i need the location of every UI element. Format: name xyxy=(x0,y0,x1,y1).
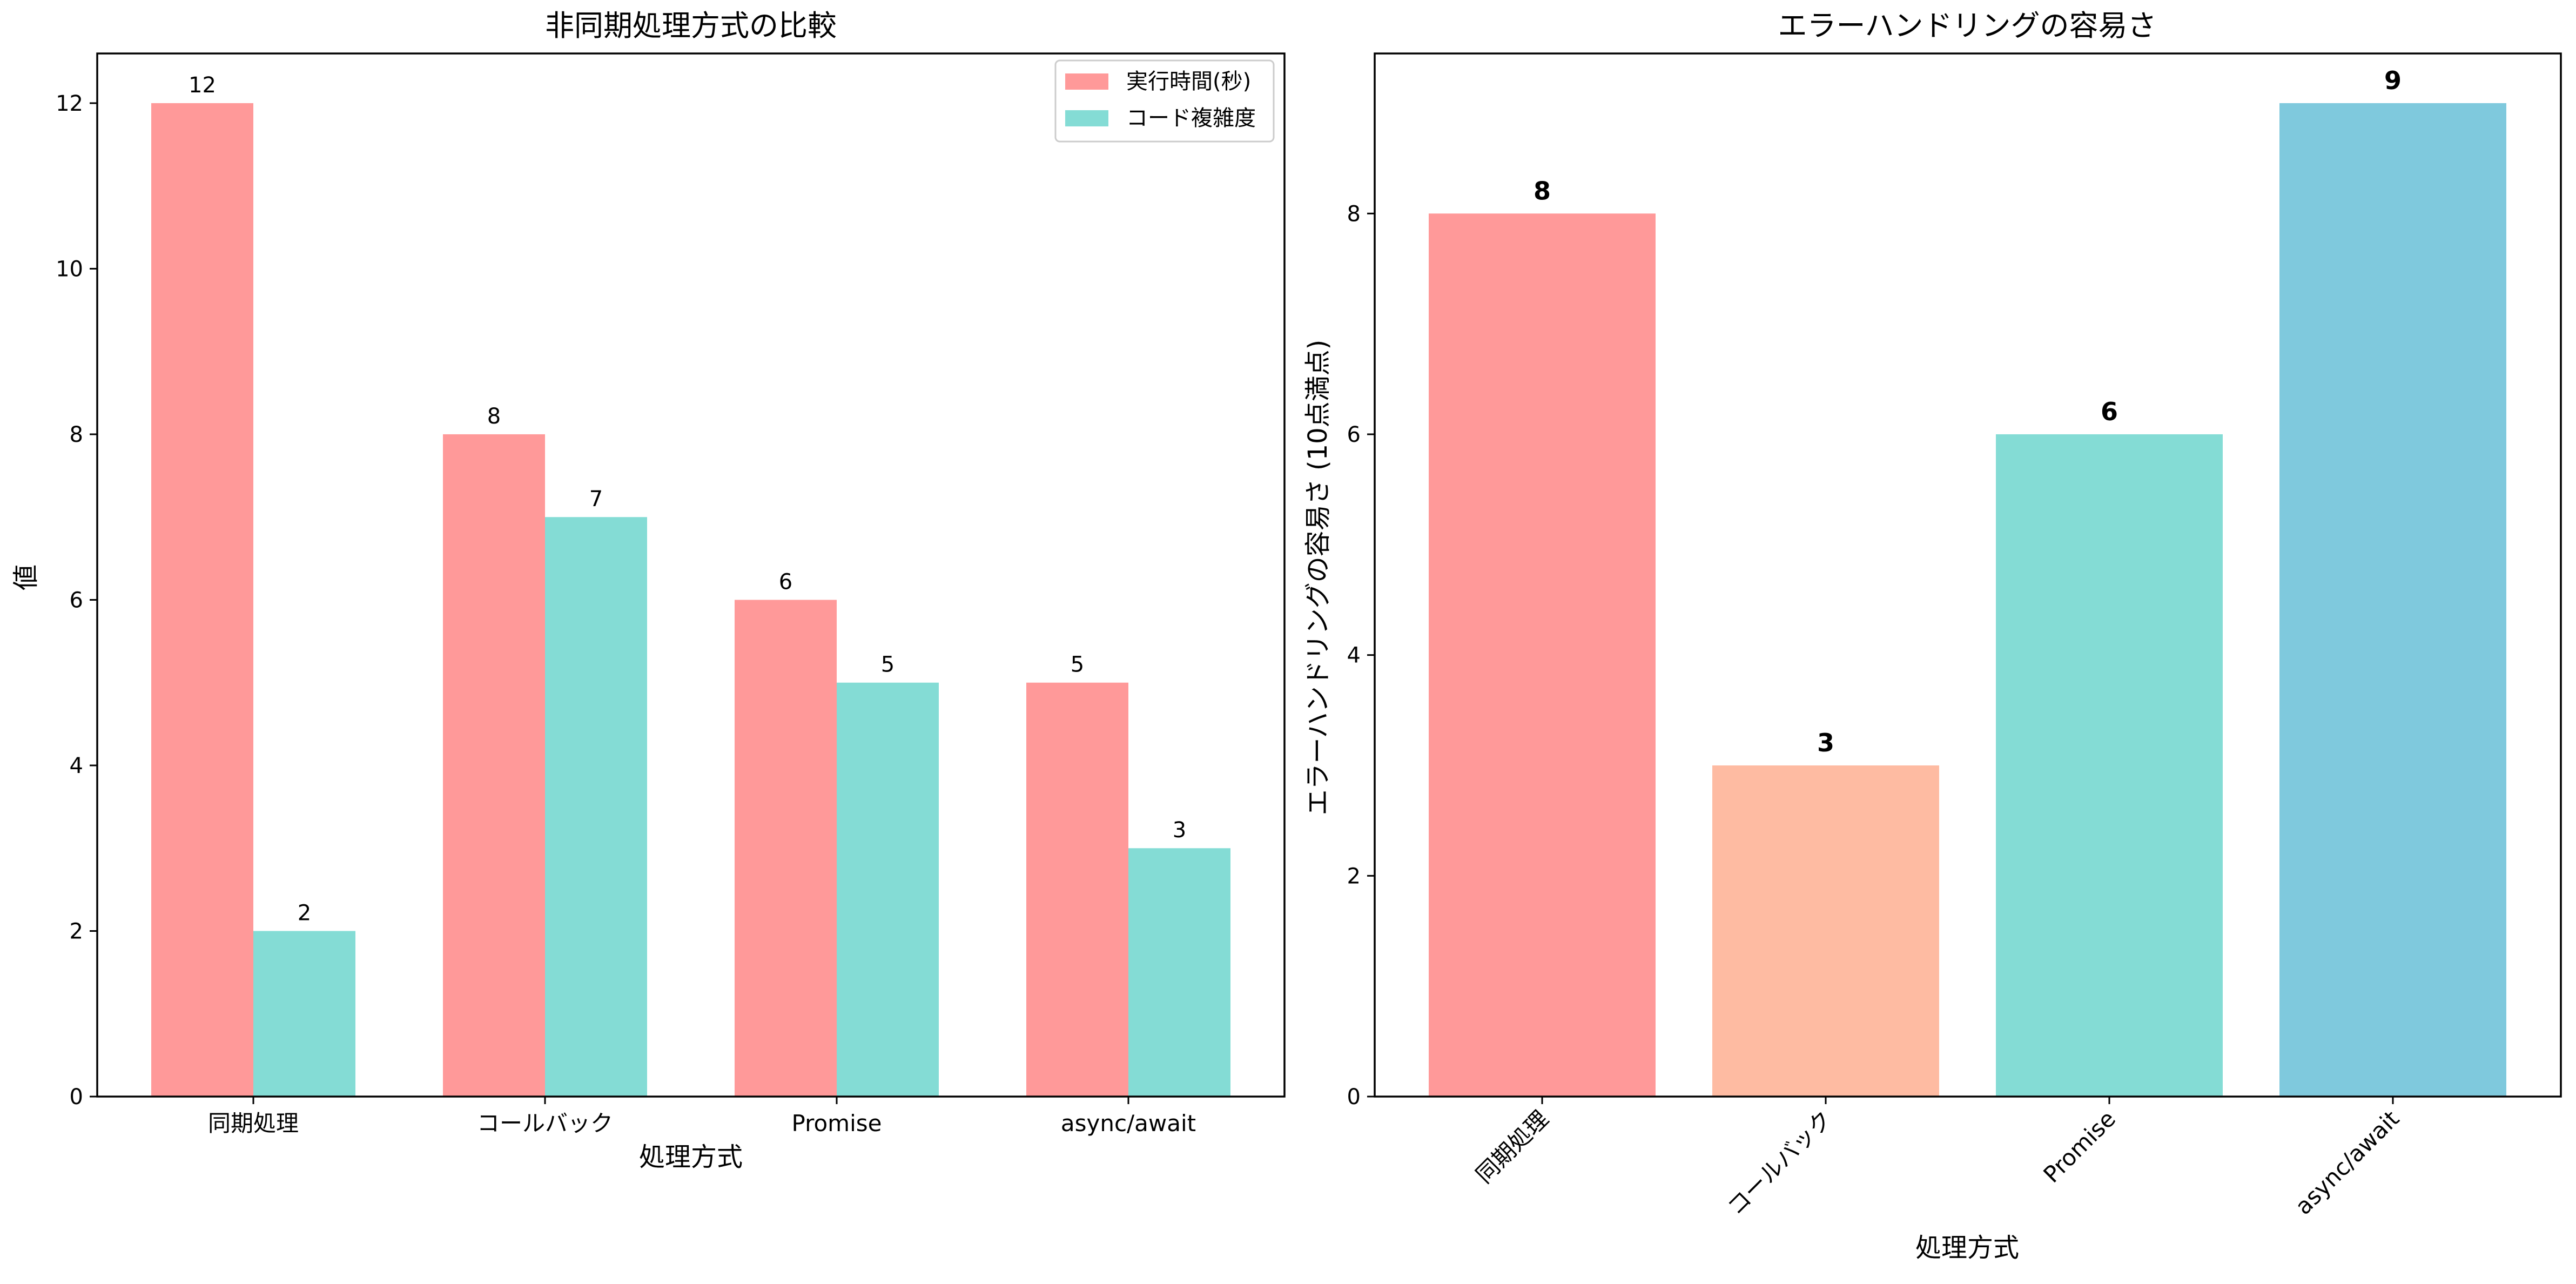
error-handling-chart-y-axis-label: エラーハンドリングの容易さ (10点満点) xyxy=(1303,340,1333,816)
error-handling-chart-x-ticks: 同期処理 コールバック Promise async/await xyxy=(1471,1097,2404,1220)
x-tick-label-3: async/await xyxy=(2290,1105,2404,1220)
bar-ease-0 xyxy=(1429,213,1656,1097)
error-handling-chart-x-axis-label: 処理方式 xyxy=(1915,1233,2019,1263)
legend-swatch-complexity xyxy=(1065,110,1108,126)
data-label-complexity-2: 5 xyxy=(881,653,894,677)
bar-exec-time-2 xyxy=(735,600,837,1097)
bar-exec-time-3 xyxy=(1026,682,1128,1097)
comparison-chart: 非同期処理方式の比較 処理方式 値 12 2 8 7 6 5 5 3 0 2 4 6 8 10 12 同期… xyxy=(11,9,1286,1172)
x-tick-label-3: async/await xyxy=(1061,1110,1196,1137)
x-tick-label-1: コールバック xyxy=(1722,1105,1837,1220)
x-tick-label-2: Promise xyxy=(2038,1105,2121,1188)
y-tick-label-1: 2 xyxy=(70,919,83,944)
error-handling-chart: エラーハンドリングの容易さ 処理方式 エラーハンドリングの容易さ (10点満点)… xyxy=(1303,9,2562,1263)
data-label-exec-time-0: 12 xyxy=(189,73,216,98)
data-label-ease-2: 6 xyxy=(2101,397,2118,426)
error-handling-chart-bars xyxy=(1429,103,2506,1097)
error-handling-chart-plot-frame xyxy=(1374,52,2562,1098)
comparison-chart-plot-frame xyxy=(96,52,1286,1098)
data-label-ease-0: 8 xyxy=(1534,176,1551,205)
data-label-exec-time-1: 8 xyxy=(487,404,501,429)
bar-complexity-0 xyxy=(253,931,355,1097)
data-label-exec-time-3: 5 xyxy=(1071,653,1084,677)
y-tick-label-5: 10 xyxy=(56,257,83,281)
legend-label-exec-time: 実行時間(秒) xyxy=(1126,69,1251,94)
y-tick-label-3: 6 xyxy=(1347,422,1361,447)
x-tick-label-1: コールバック xyxy=(477,1110,613,1137)
comparison-chart-y-axis-label: 値 xyxy=(11,564,41,590)
error-handling-chart-title: エラーハンドリングの容易さ xyxy=(1778,9,2157,43)
x-tick-label-2: Promise xyxy=(792,1110,882,1137)
comparison-chart-y-ticks: 0 2 4 6 8 10 12 xyxy=(56,91,97,1110)
y-tick-label-0: 0 xyxy=(70,1085,83,1110)
bar-complexity-2 xyxy=(837,682,939,1097)
bar-complexity-3 xyxy=(1128,848,1230,1097)
legend-frame xyxy=(1054,59,1275,143)
bar-exec-time-0 xyxy=(151,103,253,1097)
comparison-chart-legend: 実行時間(秒) コード複雑度 xyxy=(1054,59,1275,143)
legend-swatch-exec-time xyxy=(1065,73,1108,90)
x-tick-label-0: 同期処理 xyxy=(1471,1105,1553,1188)
data-label-exec-time-2: 6 xyxy=(779,569,792,594)
data-label-ease-3: 9 xyxy=(2384,66,2402,95)
comparison-chart-data-labels: 12 2 8 7 6 5 5 3 xyxy=(189,73,1186,926)
comparison-chart-x-ticks: 同期処理 コールバック Promise async/await xyxy=(208,1097,1196,1137)
error-handling-chart-data-labels: 8 3 6 9 xyxy=(1534,66,2402,757)
data-label-complexity-1: 7 xyxy=(589,487,603,512)
bar-ease-1 xyxy=(1712,765,1939,1097)
y-tick-label-4: 8 xyxy=(1347,201,1361,226)
y-tick-label-2: 4 xyxy=(70,754,83,778)
y-tick-label-0: 0 xyxy=(1347,1085,1361,1110)
bar-complexity-1 xyxy=(545,517,647,1097)
comparison-chart-title: 非同期処理方式の比較 xyxy=(545,9,837,43)
bar-exec-time-1 xyxy=(443,434,545,1097)
error-handling-chart-y-ticks: 0 2 4 6 8 xyxy=(1347,201,1375,1110)
legend-label-complexity: コード複雑度 xyxy=(1126,106,1256,131)
y-tick-label-3: 6 xyxy=(70,588,83,613)
x-tick-label-0: 同期処理 xyxy=(208,1110,299,1137)
y-tick-label-4: 8 xyxy=(70,422,83,447)
data-label-ease-1: 3 xyxy=(1817,728,1834,757)
comparison-chart-bars xyxy=(151,103,1230,1097)
y-tick-label-2: 4 xyxy=(1347,643,1361,668)
data-label-complexity-0: 2 xyxy=(298,900,311,925)
comparison-chart-x-axis-label: 処理方式 xyxy=(639,1142,743,1172)
y-tick-label-1: 2 xyxy=(1347,864,1361,889)
data-label-complexity-3: 3 xyxy=(1173,818,1186,843)
bar-ease-2 xyxy=(1996,434,2223,1097)
bar-ease-3 xyxy=(2279,103,2506,1097)
y-tick-label-6: 12 xyxy=(56,91,83,116)
